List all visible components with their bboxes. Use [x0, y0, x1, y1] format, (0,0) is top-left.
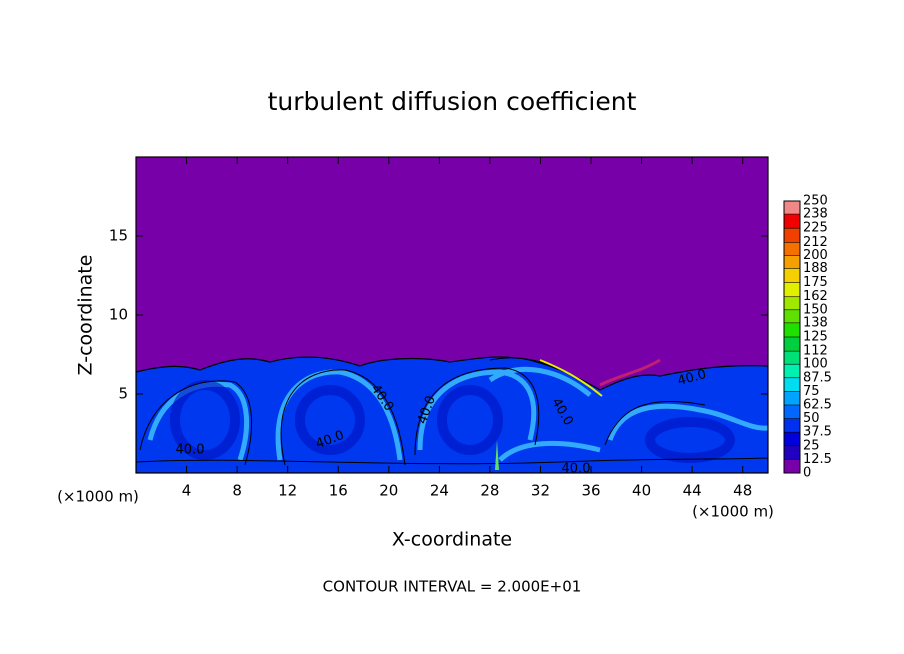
x-tick-label: 16 — [329, 482, 348, 500]
colorbar-label: 62.5 — [803, 398, 832, 413]
colorbar-band — [784, 364, 800, 378]
colorbar-band — [784, 296, 800, 310]
colorbar-band — [784, 201, 800, 215]
colorbar-band — [784, 377, 800, 392]
contour-field — [136, 157, 768, 473]
colorbar-label: 112 — [803, 344, 828, 359]
x-unit: (×1000 m) — [57, 488, 139, 506]
colorbar-band — [784, 268, 800, 283]
colorbar-band — [784, 432, 800, 446]
colorbar-label: 238 — [803, 207, 828, 222]
x-tick-label: 4 — [182, 482, 192, 500]
colorbar-label: 250 — [803, 194, 828, 209]
colorbar-label: 50 — [803, 411, 820, 426]
colorbar-band — [784, 405, 800, 419]
x-tick-label: 44 — [683, 482, 702, 500]
x-tick-label: 40 — [632, 482, 651, 500]
y-tick-label: 5 — [118, 385, 128, 403]
x-tick-label: 8 — [232, 482, 242, 500]
colorbar-label: 200 — [803, 248, 828, 263]
colorbar-band — [784, 255, 800, 269]
colorbar-band — [784, 242, 800, 256]
y-tick-label: 15 — [109, 227, 128, 245]
x-unit: (×1000 m) — [692, 503, 774, 521]
colorbar-label: 87.5 — [803, 370, 832, 385]
colorbar-band — [784, 391, 800, 405]
contour-label: 40.0 — [676, 367, 708, 389]
y-tick-label: 10 — [109, 306, 128, 324]
x-axis-label: X-coordinate — [392, 529, 512, 551]
chart-title: turbulent diffusion coefficient — [268, 87, 637, 116]
colorbar-label: 212 — [803, 235, 828, 250]
colorbar-band — [784, 228, 800, 243]
colorbar-label: 100 — [803, 357, 828, 372]
x-tick-label: 28 — [480, 482, 499, 500]
contour-label: 40.0 — [176, 443, 205, 458]
annotation: CONTOUR INTERVAL = 2.000E+01 — [323, 578, 582, 596]
colorbar-band — [784, 351, 800, 365]
y-axis-label: Z-coordinate — [75, 255, 97, 376]
colorbar-label: 150 — [803, 302, 828, 317]
colorbar-band — [784, 445, 800, 460]
colorbar-label: 225 — [803, 221, 828, 236]
colorbar-band — [784, 322, 800, 337]
x-tick-label: 36 — [581, 482, 600, 500]
colorbar-band — [784, 309, 800, 323]
colorbar-label: 12.5 — [803, 452, 832, 467]
x-tick-label: 20 — [379, 482, 398, 500]
colorbar-label: 75 — [803, 384, 820, 399]
colorbar-band — [784, 282, 800, 297]
x-tick-label: 32 — [531, 482, 550, 500]
x-tick-label: 12 — [278, 482, 297, 500]
colorbar-band — [784, 214, 800, 229]
colorbar-band — [784, 337, 800, 352]
colorbar-frame — [783, 200, 801, 474]
x-tick-label: 48 — [733, 482, 752, 500]
colorbar-label: 162 — [803, 289, 828, 304]
colorbar-label: 188 — [803, 261, 828, 276]
colorbar-label: 25 — [803, 438, 820, 453]
contour-label: 40.0 — [562, 462, 591, 477]
colorbar-label: 0 — [803, 466, 811, 481]
colorbar-label: 138 — [803, 315, 828, 330]
colorbar-band — [784, 459, 800, 473]
colorbar-label: 175 — [803, 275, 828, 290]
colorbar-label: 37.5 — [803, 425, 832, 440]
x-tick-label: 24 — [430, 482, 449, 500]
colorbar-label: 125 — [803, 330, 828, 345]
colorbar-band — [784, 418, 800, 433]
